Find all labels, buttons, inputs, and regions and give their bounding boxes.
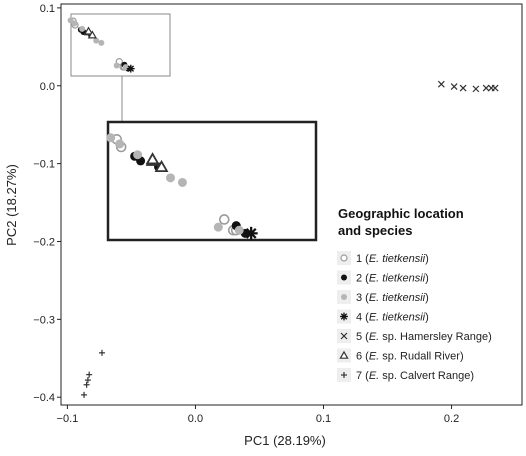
data-point-series-5 — [459, 84, 467, 92]
zoomed-point-series-3 — [115, 139, 125, 149]
legend-label-prefix: 2 ( — [356, 273, 369, 285]
data-point-series-4 — [126, 64, 135, 73]
x-tick-label: −0.1 — [57, 413, 79, 425]
zoomed-points — [106, 133, 258, 240]
zoomed-point-series-3 — [165, 173, 175, 183]
legend-label-prefix: 5 ( — [356, 331, 369, 343]
legend-label: 2 (E. tietkensii) — [356, 273, 429, 285]
data-point-series-7 — [81, 391, 88, 398]
y-tick-label: 0.0 — [40, 81, 55, 93]
legend-marker — [341, 294, 347, 300]
legend-label-suffix: ) — [425, 292, 429, 304]
legend-label-species: E. tietkensii — [369, 292, 426, 304]
data-point-series-5 — [472, 85, 480, 93]
legend-item-7: 7 (E. sp. Calvert Range) — [337, 368, 474, 382]
y-tick-label: −0.4 — [33, 392, 55, 404]
legend-marker — [340, 254, 348, 262]
legend-marker — [340, 312, 348, 321]
y-axis-title: PC2 (18.27%) — [4, 164, 19, 246]
legend-label-suffix: ) — [425, 273, 429, 285]
zoomed-point-series-4 — [244, 226, 258, 240]
legend-label-suffix: ) — [425, 312, 429, 324]
y-tick-label: 0.1 — [40, 3, 55, 15]
legend-label-prefix: 6 ( — [356, 351, 369, 363]
data-point-series-5 — [482, 84, 490, 92]
zoomed-point-series-3 — [106, 133, 116, 143]
legend-label-species: E. tietkensii — [369, 312, 426, 324]
inset-source-box — [70, 13, 171, 77]
legend-label: 7 (E. sp. Calvert Range) — [356, 370, 474, 382]
legend-label-species: E. tietkensii — [369, 273, 426, 285]
main-points — [67, 17, 499, 398]
data-point-series-3 — [79, 25, 86, 32]
data-point-series-7 — [98, 349, 105, 356]
data-point-series-7 — [84, 377, 91, 384]
legend-label-species: E. — [369, 370, 379, 382]
legend-title-line2: and species — [338, 223, 412, 238]
legend-item-1: 1 (E. tietkensii) — [337, 251, 429, 265]
legend-label-species: E. tietkensii — [369, 253, 426, 265]
data-point-series-5 — [450, 83, 458, 90]
data-point-series-7 — [83, 381, 90, 388]
y-tick-label: −0.1 — [33, 159, 55, 171]
zoomed-point-series-3 — [177, 177, 187, 187]
legend-label: 5 (E. sp. Hamersley Range) — [356, 331, 492, 343]
zoomed-point-series-3 — [213, 222, 223, 232]
data-point-series-5 — [491, 84, 499, 92]
zoomed-point-series-3 — [234, 225, 244, 235]
legend-label: 1 (E. tietkensii) — [356, 253, 429, 265]
legend-marker — [341, 274, 347, 281]
y-tick-label: −0.3 — [33, 314, 55, 326]
data-point-series-3 — [98, 39, 105, 46]
x-tick-label: 0.1 — [316, 413, 331, 425]
legend-item-4: 4 (E. tietkensii) — [337, 309, 429, 324]
zoom-box — [106, 120, 318, 242]
legend-label-prefix: 7 ( — [356, 370, 369, 382]
legend-label-species: E. — [369, 351, 379, 363]
zoomed-point-series-1 — [218, 214, 230, 225]
zoomed-point-series-6 — [154, 159, 169, 173]
legend-label-suffix: sp. Calvert Range) — [379, 370, 474, 382]
data-point-series-3 — [71, 20, 78, 27]
legend-marker — [339, 350, 349, 359]
legend-label-prefix: 1 ( — [356, 253, 369, 265]
legend-item-5: 5 (E. sp. Hamersley Range) — [337, 329, 492, 343]
legend-label: 6 (E. sp. Rudall River) — [356, 351, 464, 363]
zoomed-point-series-3 — [133, 150, 143, 160]
x-tick-label: 0.2 — [444, 413, 459, 425]
data-point-series-6 — [87, 30, 98, 39]
zoomed-point-series-6 — [145, 152, 160, 165]
legend-label-suffix: sp. Rudall River) — [379, 351, 463, 363]
axis-ticks: −0.1 0.0 0.1 0.2 0.1 0.0 −0.1 −0.2 −0.3 −0.4 — [33, 3, 459, 425]
legend-item-3: 3 (E. tietkensii) — [337, 290, 429, 304]
x-axis-title: PC1 (28.19%) — [244, 433, 326, 448]
data-point-series-3 — [113, 62, 120, 69]
legend-label-suffix: sp. Hamersley Range) — [379, 331, 492, 343]
legend-items: 1 (E. tietkensii)2 (E. tietkensii)3 (E. … — [337, 251, 492, 382]
legend-title-line1: Geographic location — [338, 206, 464, 221]
x-tick-label: 0.0 — [188, 413, 203, 425]
legend-marker — [340, 332, 348, 340]
legend-label-prefix: 4 ( — [356, 312, 369, 324]
legend: Geographic location and species 1 (E. ti… — [337, 206, 492, 382]
legend-label: 3 (E. tietkensii) — [356, 292, 429, 304]
y-tick-label: −0.2 — [33, 236, 55, 248]
legend-item-2: 2 (E. tietkensii) — [337, 270, 429, 285]
legend-item-6: 6 (E. sp. Rudall River) — [337, 348, 464, 363]
data-point-series-6 — [83, 26, 94, 35]
data-point-series-3 — [93, 37, 100, 44]
legend-label-prefix: 3 ( — [356, 292, 369, 304]
legend-label: 4 (E. tietkensii) — [356, 312, 429, 324]
legend-label-suffix: ) — [425, 253, 429, 265]
data-point-series-7 — [86, 371, 93, 378]
data-point-series-5 — [437, 80, 445, 88]
plot-frame — [60, 3, 523, 406]
legend-label-species: E. — [369, 331, 379, 343]
legend-marker — [341, 372, 347, 378]
